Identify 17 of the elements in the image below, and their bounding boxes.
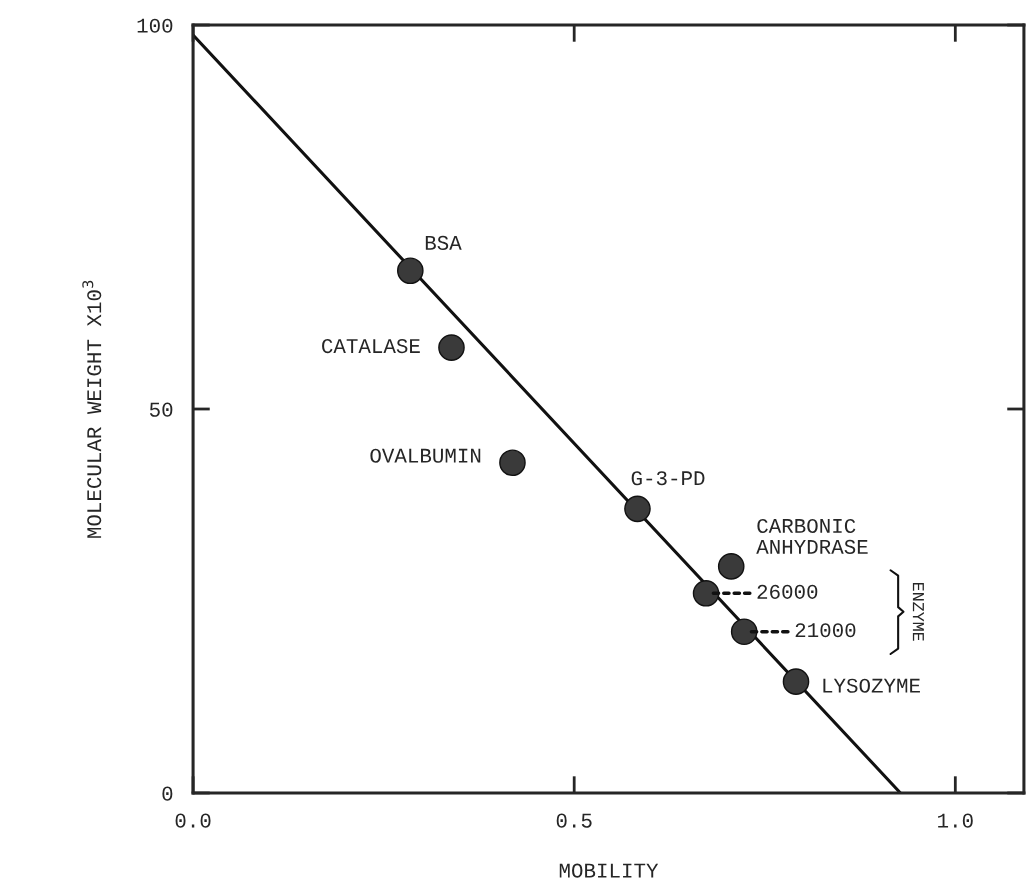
x-tick-label: 0.5 (556, 813, 592, 828)
y-tick-label: 100 (137, 18, 173, 33)
y-axis-title: MOLECULAR WEIGHT X10$^{3}$ (82, 280, 102, 538)
x-tick-label: 1.0 (938, 813, 973, 828)
x-axis-title: MOBILITY (559, 863, 659, 878)
annotation: LYSOZYME (823, 678, 920, 693)
y-tick-label: 0 (162, 786, 173, 801)
x-tick-label: 0.0 (175, 813, 211, 828)
annotation: ENZYME (912, 583, 924, 641)
annotation: OVALBUMIN (370, 448, 481, 463)
annotation: 26000 (757, 584, 818, 599)
annotation: CARBONIC ANHYDRASE (756, 518, 868, 554)
annotation: G-3-PD (631, 471, 705, 486)
annotation: CATALASE (322, 339, 420, 354)
y-tick-label: 50 (149, 402, 173, 417)
annotation: BSA (425, 235, 462, 250)
annotation: 21000 (795, 623, 856, 638)
